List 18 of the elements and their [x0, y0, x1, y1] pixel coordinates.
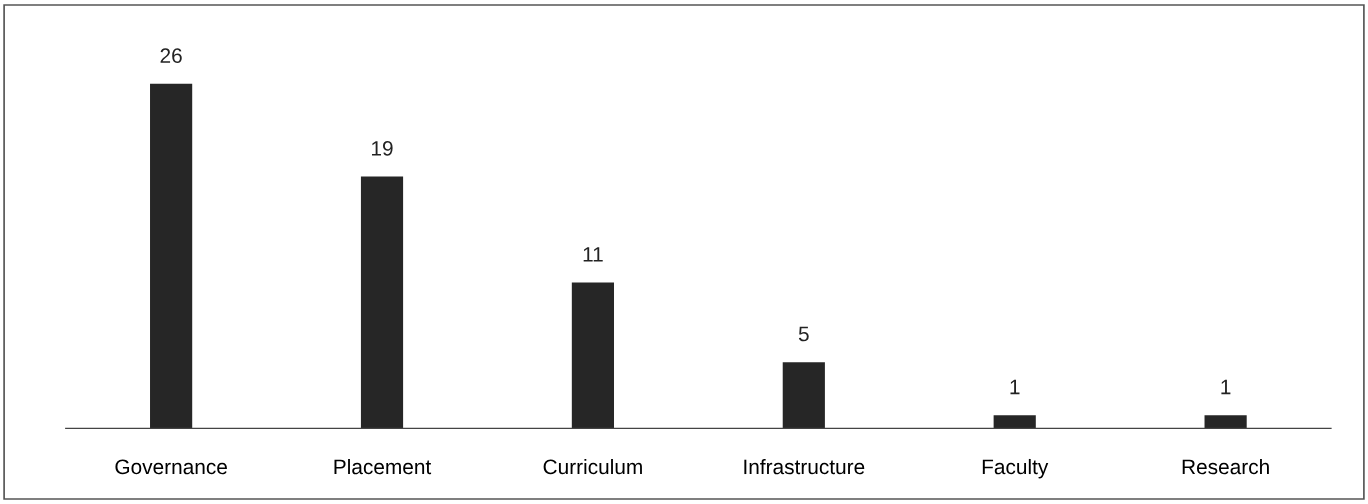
data-label: 19: [372, 141, 393, 156]
x-tick-label: Placement: [334, 458, 432, 475]
x-tick-label: Research: [1182, 458, 1269, 475]
data-label: 1: [1010, 379, 1020, 395]
bar: [150, 83, 193, 429]
data-label: 26: [160, 48, 182, 63]
bar: [571, 282, 614, 429]
x-tick-label: Infrastructure: [744, 458, 865, 475]
x-tick-label: Faculty: [982, 458, 1049, 479]
bar: [993, 415, 1036, 429]
data-label: 11: [583, 247, 603, 262]
x-tick-label: Governance: [115, 459, 227, 475]
bar: [782, 362, 825, 429]
data-label: 5: [798, 326, 809, 342]
data-label: 1: [1221, 379, 1231, 395]
bar: [1204, 415, 1247, 429]
x-tick-label: Curriculum: [543, 458, 642, 475]
bar: [360, 176, 404, 429]
